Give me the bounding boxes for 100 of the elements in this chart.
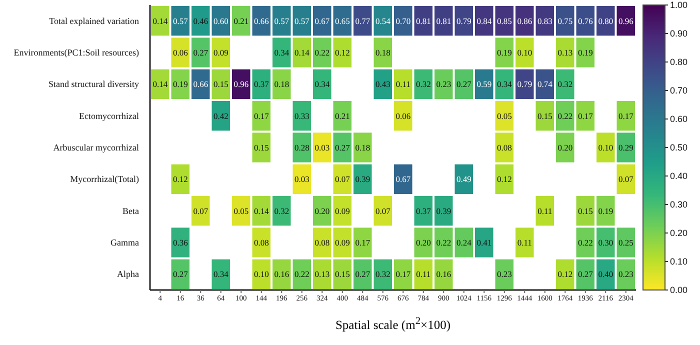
data-label: 0.21	[334, 110, 350, 121]
data-label: 0.12	[334, 48, 350, 58]
data-label: 0.16	[436, 269, 452, 280]
data-label: 0.66	[254, 16, 269, 26]
data-label: 0.67	[396, 174, 411, 184]
y-tick-label: Arbuscular mycorrhizal	[53, 142, 140, 152]
data-label: 0.17	[618, 110, 634, 121]
data-label: 0.81	[436, 16, 452, 26]
data-label: 0.59	[476, 79, 492, 90]
data-label: 0.32	[416, 79, 431, 90]
data-label: 0.33	[294, 110, 310, 121]
data-label: 0.96	[618, 16, 634, 26]
color-bar-label: 0.30	[670, 200, 688, 210]
data-label: 0.11	[538, 206, 552, 216]
data-label: 0.74	[537, 79, 554, 90]
data-label: 0.23	[496, 269, 512, 280]
data-label: 0.83	[537, 16, 552, 26]
data-label: 0.77	[355, 16, 370, 26]
data-label: 0.15	[578, 206, 593, 216]
data-label: 0.32	[375, 269, 390, 280]
data-label: 0.10	[517, 48, 532, 58]
data-label: 0.09	[334, 238, 350, 248]
data-label: 0.15	[254, 142, 269, 152]
data-label: 0.07	[193, 206, 208, 216]
color-bar-label: 0.00	[670, 285, 688, 295]
data-label: 0.17	[355, 238, 370, 248]
data-label: 0.15	[213, 79, 228, 90]
data-label: 0.27	[334, 142, 350, 152]
data-label: 0.30	[598, 238, 614, 248]
data-label: 0.96	[234, 79, 249, 90]
data-label: 0.14	[254, 206, 270, 216]
data-label: 0.34	[213, 269, 230, 280]
data-label: 0.57	[172, 16, 188, 26]
data-label: 0.08	[496, 142, 512, 152]
data-label: 0.14	[152, 16, 168, 26]
data-label: 0.09	[213, 48, 228, 58]
data-label: 0.22	[436, 238, 452, 248]
data-label: 0.20	[416, 238, 431, 248]
data-label: 0.23	[618, 269, 634, 280]
color-bar-label: 0.80	[670, 57, 688, 67]
data-label: 0.03	[294, 174, 310, 184]
data-label: 0.12	[172, 174, 188, 184]
data-label: 0.34	[274, 48, 290, 58]
data-label: 0.27	[355, 269, 370, 280]
color-bar-label: 0.50	[670, 142, 688, 152]
color-bar-label: 0.90	[670, 28, 688, 38]
data-label: 0.54	[375, 16, 392, 26]
data-label: 0.86	[517, 16, 532, 26]
data-label: 0.14	[152, 79, 168, 90]
data-label: 0.19	[172, 79, 188, 90]
data-label: 0.13	[314, 269, 330, 280]
data-label: 0.32	[558, 79, 573, 90]
data-label: 0.03	[314, 142, 330, 152]
color-bar-label: 0.20	[670, 228, 688, 238]
data-label: 0.41	[476, 238, 492, 248]
data-label: 0.07	[375, 206, 390, 216]
data-label: 0.20	[558, 142, 573, 152]
data-label: 0.14	[294, 48, 310, 58]
data-label: 0.06	[396, 110, 411, 121]
data-label: 0.13	[558, 48, 573, 58]
data-label: 0.81	[416, 16, 431, 26]
data-label: 0.60	[213, 16, 228, 26]
data-label: 0.08	[254, 238, 269, 248]
data-label: 0.40	[598, 269, 614, 280]
data-label: 0.46	[193, 16, 208, 26]
data-label: 0.24	[456, 238, 472, 248]
data-label: 0.21	[234, 16, 249, 26]
y-tick-label: Environments(PC1:Soil resources)	[14, 48, 139, 58]
data-label: 0.79	[456, 16, 472, 26]
data-label: 0.29	[618, 142, 634, 152]
data-label: 0.08	[314, 238, 330, 248]
data-label: 0.11	[416, 269, 431, 280]
data-label: 0.05	[496, 110, 512, 121]
data-label: 0.07	[334, 174, 350, 184]
y-tick-label: Total explained variation	[49, 16, 140, 26]
data-label: 0.15	[334, 269, 350, 280]
data-label: 0.11	[517, 238, 532, 248]
data-label: 0.57	[274, 16, 290, 26]
data-label: 0.17	[396, 269, 411, 280]
data-label: 0.84	[476, 16, 492, 26]
data-label: 0.12	[496, 174, 512, 184]
data-label: 0.17	[578, 110, 593, 121]
data-label: 0.12	[558, 269, 573, 280]
data-label: 0.43	[375, 79, 390, 90]
data-label: 0.25	[618, 238, 634, 248]
data-label: 0.76	[578, 16, 593, 26]
color-bar-label: 0.60	[670, 114, 688, 124]
data-label: 0.66	[193, 79, 208, 90]
data-label: 0.42	[213, 110, 228, 121]
data-label: 0.79	[517, 79, 532, 90]
data-label: 0.22	[578, 238, 593, 248]
data-label: 0.07	[618, 174, 634, 184]
data-label: 0.39	[355, 174, 370, 184]
y-tick-label: Beta	[122, 206, 139, 216]
data-label: 0.28	[294, 142, 310, 152]
data-label: 0.10	[254, 269, 269, 280]
data-label: 0.32	[274, 206, 290, 216]
y-tick-label: Mycorrhizal(Total)	[70, 174, 139, 184]
data-label: 0.22	[558, 110, 573, 121]
data-label: 0.06	[172, 48, 188, 58]
